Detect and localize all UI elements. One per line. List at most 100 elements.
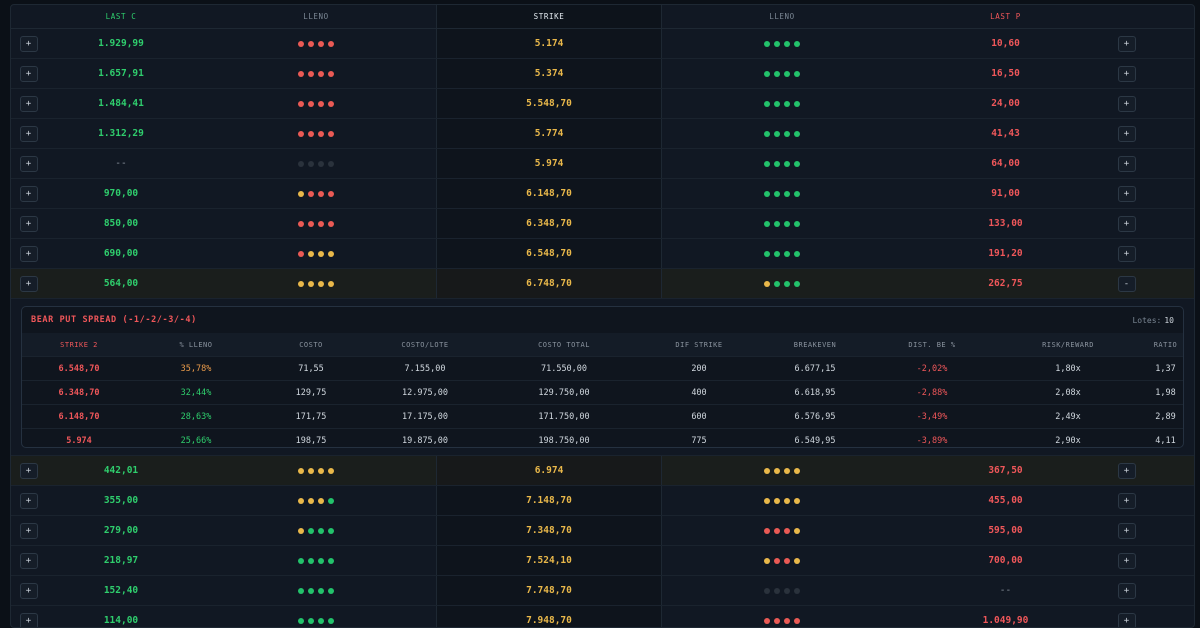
add-put-button[interactable]: +: [1118, 553, 1136, 569]
add-call-button[interactable]: +: [20, 276, 38, 292]
chain-header: LAST C LLENO STRIKE LLENO LAST P: [11, 5, 1194, 29]
spread-column-header[interactable]: BREAKEVEN: [754, 341, 876, 349]
fill-dot: [794, 281, 800, 287]
strike-price[interactable]: 6.348,70: [436, 209, 662, 238]
add-call-button[interactable]: +: [20, 216, 38, 232]
strike-price[interactable]: 5.774: [436, 119, 662, 148]
strike-price[interactable]: 6.974: [436, 456, 662, 485]
add-put-button[interactable]: +: [1118, 126, 1136, 142]
add-call-button[interactable]: +: [20, 493, 38, 509]
add-call-button[interactable]: +: [20, 186, 38, 202]
fill-dot: [308, 71, 314, 77]
spread-column-header[interactable]: DIF STRIKE: [644, 341, 754, 349]
spread-column-header[interactable]: STRIKE 2: [22, 341, 136, 349]
call-fill-indicator: [196, 558, 436, 564]
add-put-button[interactable]: +: [1118, 216, 1136, 232]
header-last-c[interactable]: LAST C: [46, 12, 196, 21]
call-fill-indicator: [196, 281, 436, 287]
strike2-cell: 6.348,70: [22, 388, 136, 398]
add-call-button[interactable]: +: [20, 126, 38, 142]
put-fill-indicator: [662, 528, 902, 534]
add-call-button[interactable]: +: [20, 156, 38, 172]
spread-column-header[interactable]: COSTO: [256, 341, 366, 349]
add-put-button[interactable]: +: [1118, 463, 1136, 479]
strike-price[interactable]: 7.148,70: [436, 486, 662, 515]
add-call-button[interactable]: +: [20, 523, 38, 539]
fill-dot: [794, 251, 800, 257]
add-call-button[interactable]: +: [20, 36, 38, 52]
add-put-button[interactable]: +: [1118, 493, 1136, 509]
strike-price[interactable]: 7.748,70: [436, 576, 662, 605]
fill-dot: [308, 618, 314, 624]
call-fill-indicator: [196, 71, 436, 77]
header-strike[interactable]: STRIKE: [436, 5, 662, 28]
strike-price[interactable]: 7.524,10: [436, 546, 662, 575]
strike-price[interactable]: 6.748,70: [436, 269, 662, 298]
header-lleno-put[interactable]: LLENO: [662, 12, 902, 21]
fill-dot: [328, 558, 334, 564]
strike-price[interactable]: 5.174: [436, 29, 662, 58]
spread-column-header[interactable]: DIST. BE %: [876, 341, 988, 349]
last-put-price: 41,43: [902, 128, 1109, 139]
add-put-button[interactable]: +: [1118, 156, 1136, 172]
last-put-price: 133,00: [902, 218, 1109, 229]
add-put-button[interactable]: +: [1118, 96, 1136, 112]
strike-price[interactable]: 5.548,70: [436, 89, 662, 118]
header-last-p[interactable]: LAST P: [902, 12, 1109, 21]
costo-lote-cell: 12.975,00: [366, 388, 484, 398]
add-call-button[interactable]: +: [20, 96, 38, 112]
collapse-put-button[interactable]: -: [1118, 276, 1136, 292]
add-call-button[interactable]: +: [20, 246, 38, 262]
add-call-button[interactable]: +: [20, 66, 38, 82]
spread-column-header[interactable]: COSTO TOTAL: [484, 341, 644, 349]
strike-price[interactable]: 7.948,70: [436, 606, 662, 628]
strike-price[interactable]: 7.348,70: [436, 516, 662, 545]
add-put-button[interactable]: +: [1118, 246, 1136, 262]
spread-column-header[interactable]: RATIO: [1148, 341, 1183, 349]
spread-column-header[interactable]: % LLENO: [136, 341, 256, 349]
fill-dot: [764, 101, 770, 107]
add-call-button[interactable]: +: [20, 553, 38, 569]
add-call-button[interactable]: +: [20, 583, 38, 599]
add-put-button[interactable]: +: [1118, 36, 1136, 52]
header-lleno-call[interactable]: LLENO: [196, 12, 436, 21]
call-fill-indicator: [196, 221, 436, 227]
strike-price[interactable]: 6.148,70: [436, 179, 662, 208]
spread-column-header[interactable]: RISK/REWARD: [988, 341, 1148, 349]
lots-value[interactable]: 10: [1164, 316, 1174, 325]
add-put-button[interactable]: +: [1118, 523, 1136, 539]
strike-price[interactable]: 5.374: [436, 59, 662, 88]
add-put-button[interactable]: +: [1118, 583, 1136, 599]
strike-price[interactable]: 5.974: [436, 149, 662, 178]
spread-column-header[interactable]: COSTO/LOTE: [366, 341, 484, 349]
add-put-button[interactable]: +: [1118, 186, 1136, 202]
last-call-price: 218,97: [46, 555, 196, 566]
add-call-button[interactable]: +: [20, 463, 38, 479]
fill-dot: [784, 191, 790, 197]
last-put-price: 64,00: [902, 158, 1109, 169]
put-fill-indicator: [662, 191, 902, 197]
strike-price[interactable]: 6.548,70: [436, 239, 662, 268]
fill-dot: [298, 71, 304, 77]
risk-reward-cell: 2,08x: [988, 388, 1148, 398]
add-put-button[interactable]: +: [1118, 66, 1136, 82]
